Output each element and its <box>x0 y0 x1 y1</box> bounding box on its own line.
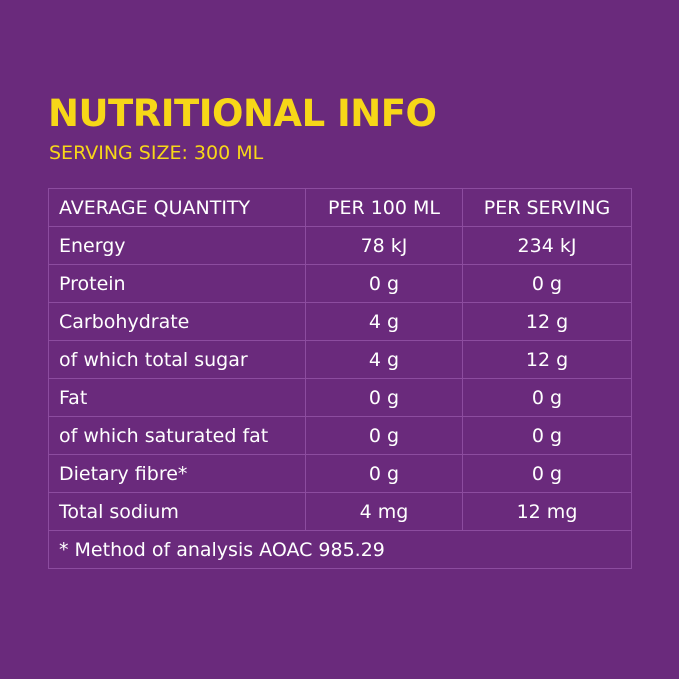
value-per-100ml: 4 g <box>305 302 463 341</box>
value-per-100ml: 0 g <box>305 454 463 493</box>
value-per-100ml: 78 kJ <box>305 226 463 265</box>
page-title: NUTRITIONAL INFO <box>48 92 437 135</box>
nutrient-name: Dietary fibre* <box>48 454 306 493</box>
footnote: * Method of analysis AOAC 985.29 <box>48 530 632 569</box>
value-per-serving: 0 g <box>462 378 632 417</box>
value-per-serving: 0 g <box>462 454 632 493</box>
table-row: of which total sugar 4 g 12 g <box>48 340 632 379</box>
value-per-serving: 12 g <box>462 340 632 379</box>
value-per-100ml: 0 g <box>305 416 463 455</box>
value-per-serving: 0 g <box>462 416 632 455</box>
table-row: of which saturated fat 0 g 0 g <box>48 416 632 455</box>
value-per-100ml: 0 g <box>305 264 463 303</box>
nutrient-name: Fat <box>48 378 306 417</box>
value-per-serving: 12 g <box>462 302 632 341</box>
value-per-serving: 12 mg <box>462 492 632 531</box>
value-per-100ml: 4 mg <box>305 492 463 531</box>
table-row: Protein 0 g 0 g <box>48 264 632 303</box>
value-per-100ml: 0 g <box>305 378 463 417</box>
value-per-serving: 0 g <box>462 264 632 303</box>
header-per-serving: PER SERVING <box>462 188 632 227</box>
value-per-serving: 234 kJ <box>462 226 632 265</box>
nutrition-table: AVERAGE QUANTITY PER 100 ML PER SERVING … <box>48 188 632 569</box>
table-row: Dietary fibre* 0 g 0 g <box>48 454 632 493</box>
table-header-row: AVERAGE QUANTITY PER 100 ML PER SERVING <box>48 188 632 227</box>
nutrient-name: Total sodium <box>48 492 306 531</box>
table-row: Total sodium 4 mg 12 mg <box>48 492 632 531</box>
table-row: Fat 0 g 0 g <box>48 378 632 417</box>
value-per-100ml: 4 g <box>305 340 463 379</box>
header-average-quantity: AVERAGE QUANTITY <box>48 188 306 227</box>
nutrient-name: Carbohydrate <box>48 302 306 341</box>
header-per-100ml: PER 100 ML <box>305 188 463 227</box>
nutrient-name: Energy <box>48 226 306 265</box>
serving-size: SERVING SIZE: 300 ML <box>49 142 264 164</box>
nutrient-name: of which saturated fat <box>48 416 306 455</box>
table-row: Carbohydrate 4 g 12 g <box>48 302 632 341</box>
table-row: Energy 78 kJ 234 kJ <box>48 226 632 265</box>
footnote-row: * Method of analysis AOAC 985.29 <box>48 530 632 569</box>
nutrient-name: Protein <box>48 264 306 303</box>
nutrient-name: of which total sugar <box>48 340 306 379</box>
